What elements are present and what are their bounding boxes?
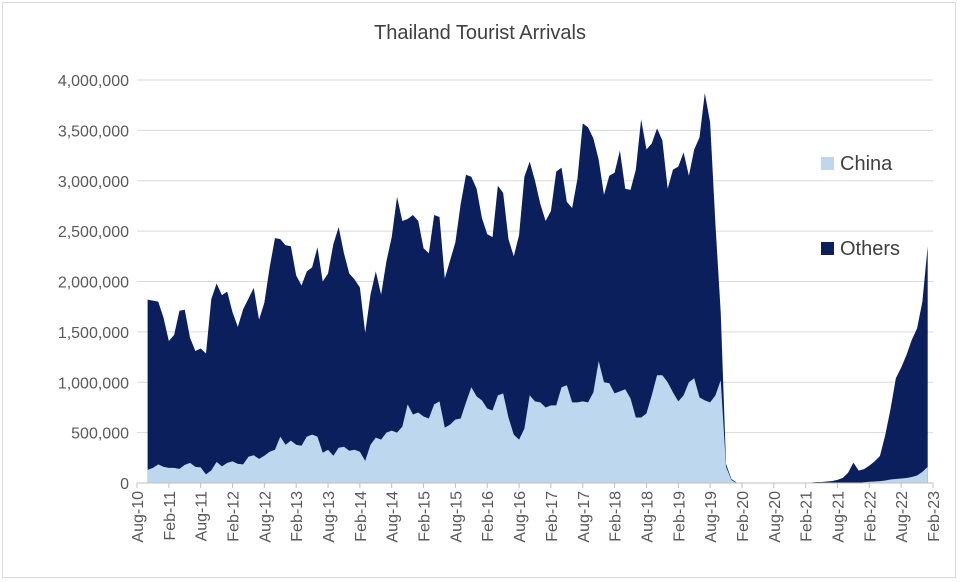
- y-tick-label: 3,500,000: [58, 123, 129, 140]
- y-tick-label: 500,000: [71, 426, 129, 443]
- x-tick-label: Feb-17: [544, 491, 561, 542]
- x-tick-label: Aug-22: [894, 491, 911, 543]
- legend-label-china: China: [840, 153, 893, 175]
- x-tick-label: Aug-15: [448, 491, 465, 543]
- area-series: [147, 93, 928, 483]
- y-tick-label: 0: [120, 476, 129, 493]
- x-tick-label: Aug-10: [130, 491, 147, 543]
- y-tick-label: 4,000,000: [58, 73, 129, 90]
- x-tick-label: Feb-18: [608, 491, 625, 542]
- x-tick-label: Feb-22: [862, 491, 879, 542]
- y-tick-label: 2,500,000: [58, 224, 129, 241]
- x-tick-label: Feb-16: [480, 491, 497, 542]
- x-tick-label: Aug-17: [576, 491, 593, 543]
- chart-title: Thailand Tourist Arrivals: [374, 22, 586, 44]
- x-tick-label: Feb-13: [289, 491, 306, 542]
- x-tick-label: Feb-14: [353, 491, 370, 542]
- x-tick-label: Aug-20: [767, 491, 784, 543]
- series-others-area: [147, 93, 928, 483]
- x-tick-label: Feb-11: [162, 491, 179, 541]
- y-tick-label: 1,500,000: [58, 325, 129, 342]
- x-tick-label: Aug-11: [194, 491, 211, 542]
- x-tick-label: Aug-14: [385, 491, 402, 543]
- x-tick-label: Aug-18: [639, 491, 656, 543]
- x-tick-label: Aug-21: [830, 491, 847, 543]
- x-tick-label: Aug-12: [257, 491, 274, 543]
- x-tick-label: Feb-12: [226, 491, 243, 542]
- x-tick-label: Aug-16: [512, 491, 529, 543]
- y-tick-label: 1,000,000: [58, 375, 129, 392]
- series-china-area: [147, 361, 928, 483]
- y-tick-label: 2,000,000: [58, 275, 129, 292]
- x-tick-label: Aug-19: [703, 491, 720, 543]
- y-tick-label: 3,000,000: [58, 174, 129, 191]
- x-tick-label: Feb-20: [735, 491, 752, 542]
- x-tick-label: Feb-15: [417, 491, 434, 542]
- legend-swatch-china: [821, 157, 834, 170]
- x-tick-label: Feb-23: [926, 491, 943, 542]
- x-axis-ticks: Aug-10 Feb-11 Aug-11 Feb-12 Aug-12 Feb-13 Aug-…: [130, 483, 943, 543]
- x-tick-label: Feb-19: [671, 491, 688, 542]
- y-axis-ticks: 0 500,000 1,000,000 1,500,000 2,000,000 2,500…: [58, 73, 129, 493]
- x-tick-label: Feb-21: [799, 491, 816, 542]
- legend-swatch-others: [821, 242, 834, 255]
- legend: China Others: [821, 153, 900, 260]
- x-tick-label: Aug-13: [321, 491, 338, 543]
- legend-label-others: Others: [840, 238, 900, 260]
